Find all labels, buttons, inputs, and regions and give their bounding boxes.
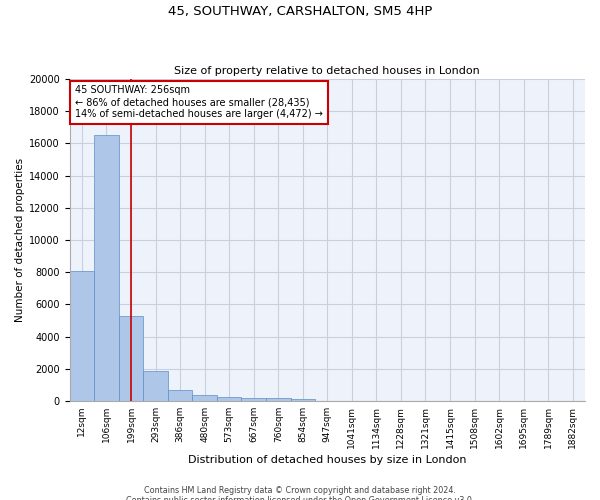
- Bar: [94, 136, 119, 401]
- Bar: [119, 316, 143, 401]
- Bar: [70, 270, 94, 401]
- Bar: [217, 396, 241, 401]
- Y-axis label: Number of detached properties: Number of detached properties: [15, 158, 25, 322]
- Text: Contains HM Land Registry data © Crown copyright and database right 2024.: Contains HM Land Registry data © Crown c…: [144, 486, 456, 495]
- Bar: [193, 396, 217, 401]
- Bar: [143, 372, 168, 401]
- Text: 45, SOUTHWAY, CARSHALTON, SM5 4HP: 45, SOUTHWAY, CARSHALTON, SM5 4HP: [168, 5, 432, 18]
- Bar: [290, 399, 315, 401]
- X-axis label: Distribution of detached houses by size in London: Distribution of detached houses by size …: [188, 455, 467, 465]
- Text: 45 SOUTHWAY: 256sqm
← 86% of detached houses are smaller (28,435)
14% of semi-de: 45 SOUTHWAY: 256sqm ← 86% of detached ho…: [75, 86, 323, 118]
- Text: Contains public sector information licensed under the Open Government Licence v3: Contains public sector information licen…: [126, 496, 474, 500]
- Bar: [241, 398, 266, 401]
- Bar: [168, 390, 193, 401]
- Title: Size of property relative to detached houses in London: Size of property relative to detached ho…: [175, 66, 480, 76]
- Bar: [266, 398, 290, 401]
